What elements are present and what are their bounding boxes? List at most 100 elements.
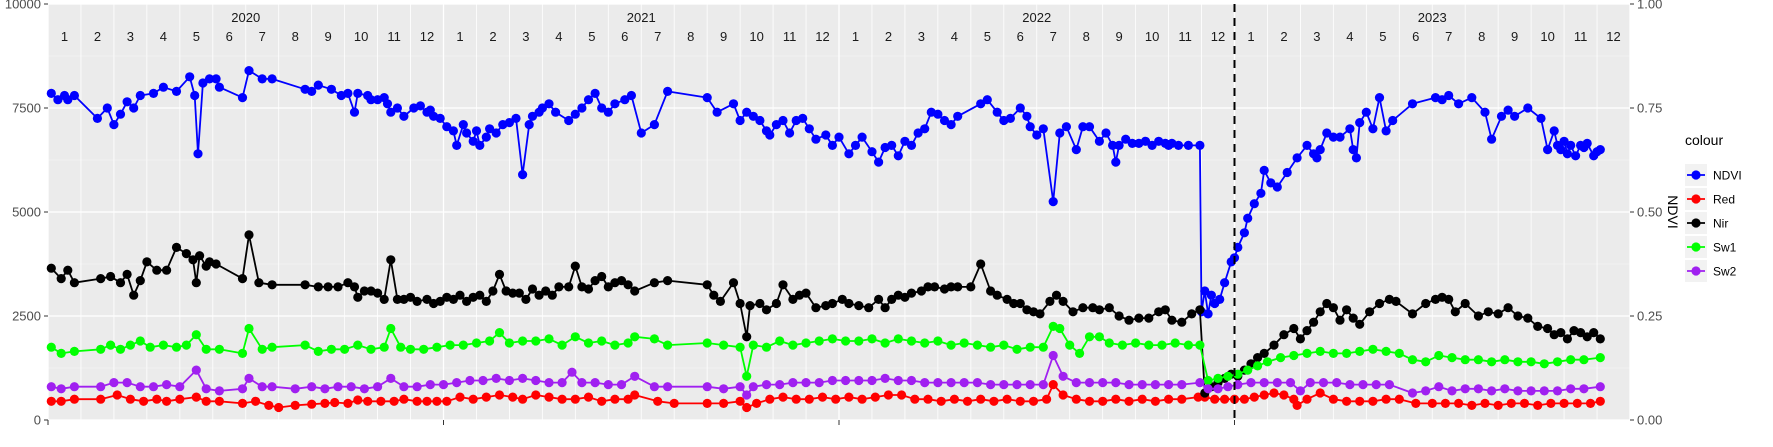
data-point-sw2 bbox=[518, 373, 528, 383]
data-point-ndvi bbox=[1127, 138, 1137, 148]
data-point-ndvi bbox=[115, 109, 126, 119]
data-point-ndvi bbox=[702, 93, 712, 103]
data-point-ndvi bbox=[821, 130, 831, 140]
data-point-sw2 bbox=[616, 380, 627, 390]
data-point-nir bbox=[244, 230, 254, 240]
data-point-nir bbox=[788, 294, 798, 304]
month-label: 10 bbox=[749, 29, 763, 44]
data-point-sw2 bbox=[827, 375, 838, 386]
data-point-sw2 bbox=[590, 378, 600, 388]
data-point-sw1 bbox=[1213, 373, 1223, 383]
data-point-nir bbox=[63, 265, 73, 275]
data-point-ndvi bbox=[211, 74, 221, 84]
data-point-nir bbox=[1144, 313, 1154, 323]
data-point-sw1 bbox=[419, 344, 429, 354]
data-point-nir bbox=[1269, 340, 1279, 350]
month-label: 9 bbox=[325, 29, 332, 44]
data-point-nir bbox=[966, 282, 976, 292]
data-point-red bbox=[251, 396, 261, 406]
data-point-sw1 bbox=[1203, 375, 1213, 386]
month-label: 9 bbox=[720, 29, 727, 44]
data-point-red bbox=[1572, 398, 1582, 408]
data-point-red bbox=[1124, 396, 1134, 406]
data-point-red bbox=[399, 394, 409, 404]
data-point-red bbox=[1137, 394, 1147, 404]
data-point-sw1 bbox=[663, 340, 673, 350]
data-point-nir bbox=[1302, 326, 1312, 336]
data-point-red bbox=[442, 396, 452, 406]
data-point-red bbox=[1279, 390, 1289, 400]
month-label: 2 bbox=[885, 29, 892, 44]
year-label-2023: 2023 bbox=[1418, 10, 1447, 25]
month-label: 11 bbox=[1574, 29, 1588, 44]
data-point-nir bbox=[455, 290, 465, 300]
data-point-sw1 bbox=[1473, 355, 1483, 365]
data-point-ndvi bbox=[313, 80, 323, 90]
data-point-ndvi bbox=[326, 84, 336, 94]
data-point-sw1 bbox=[841, 336, 851, 346]
data-point-sw2 bbox=[1513, 386, 1523, 396]
data-point-sw2 bbox=[162, 380, 172, 390]
data-point-ndvi bbox=[913, 128, 923, 138]
data-point-ndvi bbox=[1038, 124, 1048, 134]
data-point-sw2 bbox=[1595, 382, 1605, 392]
data-point-sw2 bbox=[237, 384, 248, 394]
month-label: 1 bbox=[1247, 29, 1254, 44]
month-label: 12 bbox=[1211, 29, 1225, 44]
data-point-ndvi bbox=[1048, 197, 1058, 207]
data-point-sw2 bbox=[1345, 380, 1355, 390]
data-point-ndvi bbox=[1407, 99, 1418, 109]
data-point-red bbox=[152, 394, 162, 404]
data-point-red bbox=[412, 396, 422, 406]
data-point-sw1 bbox=[445, 340, 455, 350]
data-point-sw2 bbox=[1332, 378, 1342, 388]
data-point-red bbox=[1098, 396, 1108, 406]
data-point-nir bbox=[211, 259, 221, 269]
data-point-nir bbox=[488, 286, 498, 296]
data-point-sw2 bbox=[841, 375, 851, 386]
data-point-sw2 bbox=[412, 382, 422, 392]
data-point-ndvi bbox=[771, 120, 782, 130]
data-point-sw2 bbox=[854, 375, 864, 386]
data-point-red bbox=[432, 396, 442, 406]
data-point-ndvi bbox=[933, 109, 943, 119]
data-point-sw2 bbox=[122, 378, 132, 388]
y2-tick-label: 0.75 bbox=[1637, 101, 1662, 116]
data-point-sw2 bbox=[557, 378, 567, 388]
data-point-ndvi bbox=[946, 120, 956, 130]
data-point-ndvi bbox=[850, 140, 861, 150]
data-point-ndvi bbox=[887, 140, 897, 150]
legend: colour NDVI Red Nir Sw1 Sw2 bbox=[1685, 132, 1742, 282]
data-point-ndvi bbox=[636, 128, 646, 138]
data-point-sw1 bbox=[946, 340, 956, 350]
data-point-red bbox=[962, 396, 973, 406]
data-point-ndvi bbox=[577, 103, 587, 113]
data-point-nir bbox=[514, 288, 524, 298]
data-point-sw2 bbox=[46, 382, 56, 392]
data-point-nir bbox=[844, 298, 854, 309]
data-point-sw2 bbox=[96, 382, 106, 392]
data-point-red bbox=[910, 394, 920, 404]
data-point-nir bbox=[946, 282, 956, 292]
data-point-sw1 bbox=[267, 342, 277, 352]
data-point-ndvi bbox=[485, 124, 495, 134]
data-point-red bbox=[1210, 394, 1220, 404]
data-point-nir bbox=[508, 288, 518, 298]
data-point-ndvi bbox=[992, 107, 1002, 117]
data-point-nir bbox=[1035, 309, 1045, 319]
data-point-nir bbox=[237, 274, 248, 284]
month-label: 3 bbox=[522, 29, 529, 44]
data-point-red bbox=[191, 392, 201, 402]
data-point-nir bbox=[386, 255, 396, 265]
data-point-ndvi bbox=[518, 170, 528, 180]
data-point-red bbox=[139, 396, 149, 406]
data-point-red bbox=[494, 390, 505, 400]
data-point-ndvi bbox=[1256, 188, 1266, 198]
data-point-red bbox=[363, 396, 373, 406]
month-label: 4 bbox=[1346, 29, 1353, 44]
data-point-red bbox=[307, 399, 317, 409]
data-point-nir bbox=[181, 249, 191, 259]
data-point-ndvi bbox=[171, 86, 182, 96]
data-point-sw2 bbox=[1177, 380, 1187, 390]
